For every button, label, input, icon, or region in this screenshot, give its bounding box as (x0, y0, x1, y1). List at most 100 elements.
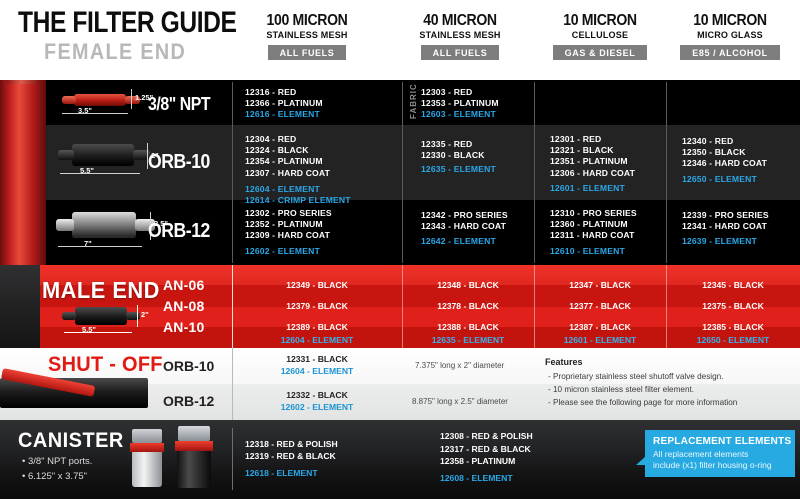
dim-length-3-8-npt: 3.5" (78, 106, 92, 115)
callout-line-2: include (x1) filter housing o-ring (653, 459, 772, 470)
feature-item: - 10 micron stainless steel filter eleme… (548, 385, 695, 394)
shutoff-element-r1: 12604 - ELEMENT (280, 366, 354, 376)
part-number-element: 12639 - ELEMENT (682, 236, 757, 247)
male-row-label-an-06: AN-06 (163, 277, 205, 293)
canister-cell-col1: 12318 - RED & POLISH 12319 - RED & BLACK… (245, 438, 338, 479)
male-element-c1: 12604 - ELEMENT (280, 335, 354, 345)
callout-body: All replacement elements include (x1) fi… (653, 449, 772, 470)
female-row-orb-12: 7" 2.5" ORB-12 12302 - PRO SERIES 12352 … (0, 200, 800, 265)
part-number: 12350 - BLACK (682, 147, 746, 158)
title-band: THE FILTER GUIDE FEMALE END 100 MICRON S… (0, 0, 800, 80)
feature-item: - Please see the following page for more… (548, 398, 738, 407)
female-end-table: 3.5" 1.25" 3/8" NPT 12316 - RED 12366 - … (0, 80, 800, 265)
column-header-4: 10 MICRON MICRO GLASS E85 / ALCOHOL (655, 12, 800, 61)
part-number: 12335 - RED (421, 139, 473, 149)
dim-line-dia-2 (147, 143, 148, 169)
part-number-element: 12642 - ELEMENT (421, 236, 496, 247)
part-number: 12321 - BLACK (550, 145, 614, 156)
part-number-element: 12601 - ELEMENT (550, 182, 625, 193)
cell-r1c2: 12303 - RED 12353 - PLATINUM 12603 - ELE… (421, 87, 499, 121)
part-number-element: 12608 - ELEMENT (440, 472, 513, 483)
part-number: 12309 - HARD COAT (245, 230, 331, 241)
section-label-canister: CANISTER (18, 429, 124, 452)
part-number: 12316 - RED (245, 87, 297, 97)
dim-line-dia-male (137, 305, 138, 327)
callout-line-1: All replacement elements (653, 449, 749, 459)
male-end-section: MALE END 5.5" 2" AN-06 AN-08 AN-10 12349… (0, 265, 800, 348)
female-product-art-column (0, 80, 232, 265)
shutoff-section: SHUT - OFF ORB-10 ORB-12 12331 - BLACK 1… (0, 348, 800, 420)
dim-line-length-male (64, 332, 132, 333)
shutoff-dims-r1: 7.375" long x 2" diameter (415, 361, 505, 370)
col-divider-3 (534, 82, 535, 263)
part-number-element: 12616 - ELEMENT (245, 109, 320, 120)
fabric-label: FABRIC (409, 83, 418, 119)
male-cell-r3c4: 12385 - BLACK (702, 322, 764, 332)
part-number: 12360 - PLATINUM (550, 219, 628, 230)
male-cell-r3c1: 12389 - BLACK (286, 322, 348, 332)
canister-col-divider (232, 428, 233, 490)
column-2-badge: ALL FUELS (420, 45, 500, 60)
replacement-elements-callout: REPLACEMENT ELEMENTS All replacement ele… (636, 430, 795, 477)
part-number: 12303 - RED (421, 87, 473, 97)
male-cell-r1c2: 12348 - BLACK (437, 280, 499, 290)
cell-r2c3: 12301 - RED 12321 - BLACK 12351 - PLATIN… (550, 134, 635, 194)
dim-line-length-1 (62, 113, 128, 114)
dim-length-male: 5.5" (82, 325, 96, 334)
shutoff-dims-r2: 8.875" long x 2.5" diameter (412, 397, 508, 406)
column-header-1: 100 MICRON STAINLESS MESH ALL FUELS (232, 12, 382, 61)
col-divider-2 (402, 82, 403, 263)
male-cell-r1c3: 12347 - BLACK (569, 280, 631, 290)
male-cell-r2c1: 12379 - BLACK (286, 301, 348, 311)
part-number-element: 12650 - ELEMENT (682, 173, 757, 184)
canister-bullet-2: • 6.125" x 3.75" (22, 471, 88, 482)
male-cell-r2c3: 12377 - BLACK (569, 301, 631, 311)
male-row-3-bg (0, 307, 800, 327)
male-cell-r3c2: 12388 - BLACK (437, 322, 499, 332)
part-number: 12319 - RED & BLACK (245, 451, 336, 461)
dim-line-length-2 (60, 173, 140, 174)
male-cell-r1c1: 12349 - BLACK (286, 280, 348, 290)
canister-photo-polish (128, 429, 166, 487)
shutoff-part-r1: 12331 - BLACK (286, 354, 348, 364)
shutoff-valve-photo (0, 368, 148, 412)
male-cell-r3c3: 12387 - BLACK (569, 322, 631, 332)
male-col-divider-4 (666, 265, 667, 348)
column-1-micron: 100 MICRON (266, 12, 348, 29)
dim-length-orb-10: 5.5" (80, 166, 94, 175)
female-row-label-orb-12: ORB-12 (148, 220, 210, 242)
column-1-badge: ALL FUELS (267, 45, 347, 60)
part-number-element: 12635 - ELEMENT (421, 164, 496, 175)
female-row-label-3-8-npt: 3/8" NPT (148, 94, 211, 114)
male-col-divider-3 (534, 265, 535, 348)
part-number: 12304 - RED (245, 134, 297, 144)
page-title: THE FILTER GUIDE (18, 6, 237, 39)
male-cell-r2c2: 12378 - BLACK (437, 301, 499, 311)
part-number: 12330 - BLACK (421, 150, 485, 161)
female-row-orb-10: 5.5" 2" ORB-10 12304 - RED 12324 - BLACK… (0, 125, 800, 205)
male-row-label-an-10: AN-10 (163, 319, 205, 335)
red-filter-photo (0, 80, 46, 265)
section-label-female-end: FEMALE END (44, 39, 187, 64)
male-element-c2: 12635 - ELEMENT (431, 335, 505, 345)
part-number: 12341 - HARD COAT (682, 221, 768, 232)
female-row-3-bg (46, 200, 800, 265)
features-heading: Features (545, 357, 583, 367)
part-number: 12306 - HARD COAT (550, 167, 636, 178)
part-number: 12358 - PLATINUM (440, 456, 516, 466)
part-number: 12308 - RED & POLISH (440, 431, 533, 441)
column-header-3: 10 MICRON CELLULOSE GAS & DIESEL (525, 12, 675, 61)
dim-length-orb-12: 7" (84, 239, 92, 248)
filter-drawing-orb-10 (58, 144, 150, 166)
part-number: 12301 - RED (550, 134, 602, 144)
part-number-element: 12602 - ELEMENT (245, 245, 320, 256)
cell-r3c2: 12342 - PRO SERIES 12343 - HARD COAT 126… (421, 210, 508, 248)
part-number-element: 12618 - ELEMENT (245, 468, 318, 478)
part-number: 12311 - HARD COAT (550, 230, 635, 241)
cell-r3c4: 12339 - PRO SERIES 12341 - HARD COAT 126… (682, 210, 769, 248)
column-1-media: STAINLESS MESH (266, 30, 348, 41)
column-3-badge: GAS & DIESEL (552, 45, 648, 60)
cell-r3c1: 12302 - PRO SERIES 12352 - PLATINUM 1230… (245, 208, 332, 257)
shutoff-element-r2: 12602 - ELEMENT (280, 402, 354, 412)
